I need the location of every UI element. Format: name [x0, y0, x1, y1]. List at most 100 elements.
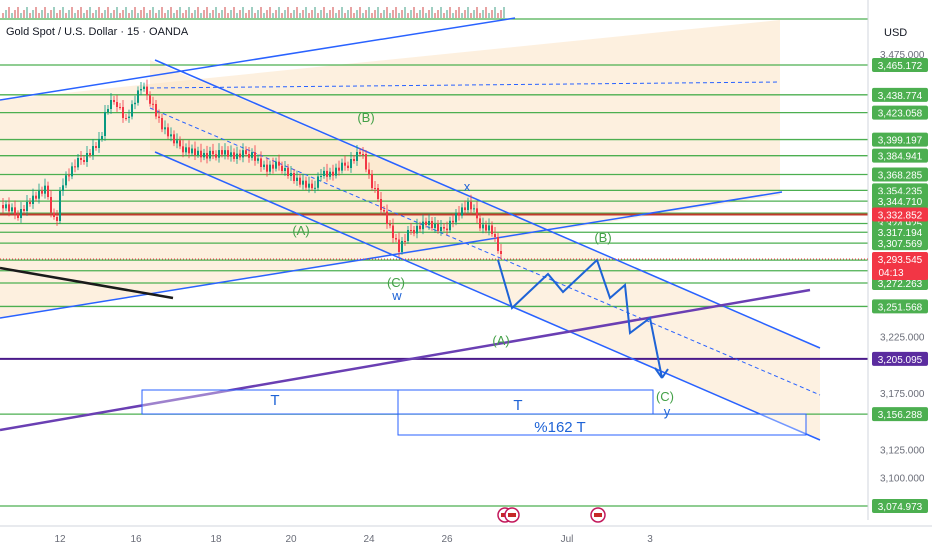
candle-body [74, 166, 76, 168]
candle-body [35, 195, 37, 199]
volume-bar [401, 10, 403, 18]
volume-bar [464, 10, 466, 18]
candle-body [500, 251, 502, 254]
candle-body [20, 209, 22, 218]
candle-body [92, 146, 94, 155]
candle-body [233, 152, 235, 159]
y-tick-label: 3,125.000 [880, 445, 925, 456]
volume-bar [323, 7, 325, 18]
volume-bar [440, 7, 442, 18]
candle-body [80, 158, 82, 160]
volume-bar [455, 10, 457, 18]
wave-label: w [391, 288, 402, 303]
volume-bar [26, 7, 28, 18]
candle-body [206, 152, 208, 159]
candle-body [83, 160, 85, 162]
candle-body [89, 153, 91, 155]
volume-bar [248, 10, 250, 18]
event-flag-icon [594, 513, 602, 517]
candle-body [179, 140, 181, 147]
volume-bar [194, 10, 196, 18]
candle-body [212, 150, 214, 155]
candle-body [230, 152, 232, 157]
wave-label: (B) [594, 230, 611, 245]
candle-body [455, 213, 457, 223]
volume-bar [386, 7, 388, 18]
candle-body [428, 221, 430, 225]
volume-bar [482, 10, 484, 18]
volume-bar [77, 10, 79, 18]
volume-bar [383, 10, 385, 18]
candle-body [161, 118, 163, 130]
volume-bar [131, 10, 133, 18]
candle-body [371, 174, 373, 188]
volume-bar [224, 7, 226, 18]
volume-bar [503, 7, 505, 18]
candle-body [437, 224, 439, 231]
candle-body [131, 104, 133, 117]
volume-bar [68, 10, 70, 18]
level-price-tag: 3,354.235 [878, 186, 923, 197]
descending-channel-zone [150, 60, 820, 440]
candle-body [383, 210, 385, 212]
volume-bar [278, 7, 280, 18]
wave-label: y [664, 404, 671, 419]
volume-bar [368, 7, 370, 18]
y-tick-label: 3,475.000 [880, 50, 925, 61]
symbol-header: Gold Spot / U.S. Dollar · 15 · OANDA [6, 26, 189, 38]
volume-bar [431, 7, 433, 18]
volume-bar [242, 7, 244, 18]
volume-bar [341, 7, 343, 18]
volume-bar [404, 7, 406, 18]
candle-body [77, 158, 79, 168]
purple-trend-line [0, 288, 811, 432]
target-box-label: T [513, 397, 522, 414]
volume-bar [395, 7, 397, 18]
candle-body [65, 175, 67, 186]
candle-body [167, 127, 169, 137]
candle-body [341, 162, 343, 171]
x-tick-label: 24 [363, 534, 375, 545]
volume-bar [227, 13, 229, 18]
candle-body [29, 202, 31, 204]
projection-arrowhead [654, 367, 669, 379]
volume-bar [371, 13, 373, 18]
volume-bar [494, 7, 496, 18]
candle-body [11, 207, 13, 212]
volume-bar [113, 10, 115, 18]
volume-bar [53, 7, 55, 18]
volume-bar [125, 7, 127, 18]
volume-bar [362, 13, 364, 18]
current-price-tag-bg [872, 251, 928, 280]
candle-body [431, 221, 433, 228]
volume-bar [176, 10, 178, 18]
candle-body [128, 116, 130, 118]
level-price-tag-bg [872, 499, 928, 513]
candle-body [269, 164, 271, 172]
volume-bar [197, 7, 199, 18]
level-price-tag: 3,399.197 [878, 136, 923, 147]
candle-body [440, 227, 442, 231]
target-box [397, 389, 654, 415]
volume-bar [143, 7, 145, 18]
volume-bar [497, 13, 499, 18]
volume-bar [20, 13, 22, 18]
volume-bar [8, 7, 10, 18]
volume-bar [41, 10, 43, 18]
volume-bar [302, 10, 304, 18]
x-tick-label: 18 [210, 534, 222, 545]
candle-body [362, 154, 364, 155]
candle-body [71, 166, 73, 177]
level-price-tag-bg [872, 236, 928, 251]
candle-body [242, 150, 244, 158]
volume-bar [17, 7, 19, 18]
volume-bar [32, 10, 34, 18]
volume-bar [293, 10, 295, 18]
volume-bar [416, 13, 418, 18]
volume-bar [89, 7, 91, 18]
candle-body [221, 150, 223, 155]
candle-body [422, 221, 424, 230]
candle-body [467, 201, 469, 211]
volume-bar [35, 7, 37, 18]
